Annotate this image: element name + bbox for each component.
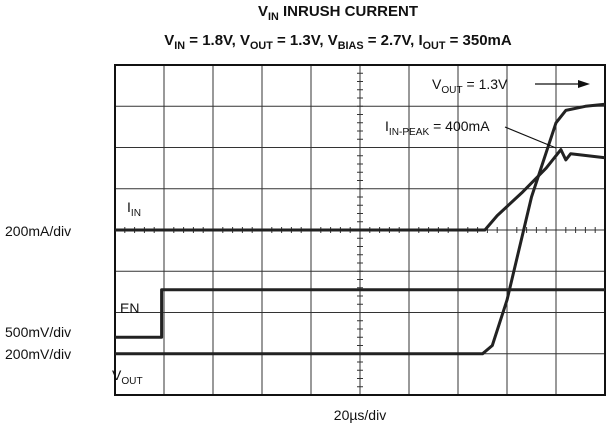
scale-label: 200mA/div: [5, 223, 71, 239]
text-part: I: [127, 199, 131, 215]
text-part: INRUSH CURRENT: [279, 3, 418, 20]
annotation: IIN-PEAK = 400mA: [385, 118, 490, 138]
text-part: V: [258, 3, 268, 20]
arrow-head: [578, 80, 590, 88]
text-part: I: [385, 118, 389, 134]
trace: [115, 102, 606, 356]
text-part: = 2.7V, I: [364, 32, 423, 49]
chart-subtitle: VIN = 1.8V, VOUT = 1.3V, VBIAS = 2.7V, I…: [164, 32, 512, 52]
scale-label: 500mV/div: [5, 324, 71, 340]
trace-label: VOUT: [112, 367, 143, 387]
subscript: OUT: [423, 40, 446, 52]
text-part: V: [112, 367, 122, 383]
scale-label: 200mV/div: [5, 346, 71, 362]
trace-label: IIN: [127, 199, 141, 219]
trace: [115, 148, 606, 232]
trace-label: EN: [120, 300, 139, 316]
subscript: OUT: [121, 376, 142, 387]
chart-title: VIN INRUSH CURRENT: [258, 3, 418, 23]
subscript: BIAS: [338, 40, 364, 52]
text-part: EN: [120, 300, 139, 316]
text-part: = 1.3V, V: [273, 32, 338, 49]
subscript: IN: [268, 11, 279, 23]
subscript: IN: [174, 40, 185, 52]
annotation: VOUT = 1.3V: [432, 76, 508, 96]
trace: [115, 288, 605, 339]
text-part: = 1.8V, V: [185, 32, 250, 49]
text-part: = 400mA: [429, 118, 490, 134]
text-part: V: [164, 32, 174, 49]
text-part: = 350mA: [445, 32, 511, 49]
subscript: IN-PEAK: [389, 127, 430, 138]
subscript: IN: [131, 208, 141, 219]
text-part: V: [432, 76, 442, 92]
text-part: = 1.3V: [463, 76, 508, 92]
annotation-leader: [504, 126, 557, 149]
subscript: OUT: [441, 85, 462, 96]
x-axis-label: 20µs/div: [334, 407, 386, 423]
subscript: OUT: [250, 40, 273, 52]
